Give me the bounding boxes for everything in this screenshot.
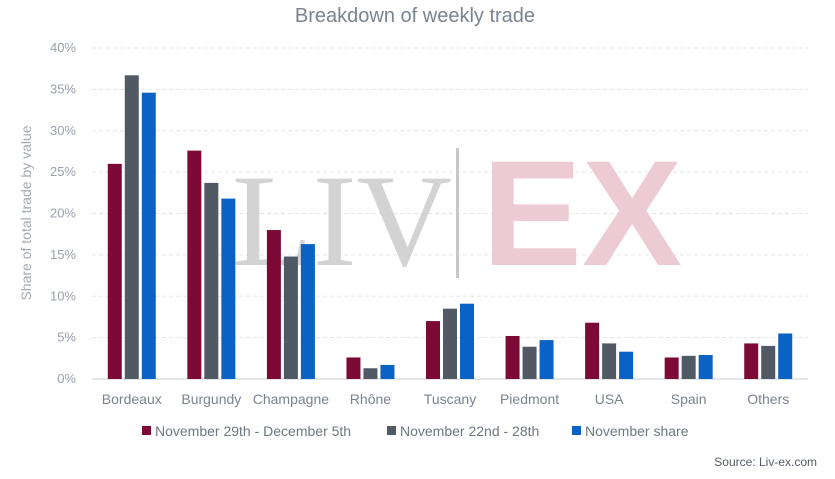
legend-swatch	[387, 426, 396, 435]
bar	[187, 150, 202, 379]
y-tick-label: 15%	[50, 247, 76, 262]
bar	[602, 343, 617, 379]
legend-swatch	[142, 426, 151, 435]
bar	[204, 182, 219, 379]
y-tick-label: 0%	[57, 371, 76, 386]
watermark: LIV EX	[232, 129, 682, 297]
bar	[443, 308, 457, 379]
y-axis-label: Share of total trade by value	[18, 125, 34, 300]
y-tick-label: 5%	[57, 330, 76, 345]
watermark-liv: LIV	[232, 147, 452, 294]
bar	[283, 256, 298, 379]
x-tick-label: Burgundy	[181, 391, 241, 407]
bar	[107, 163, 122, 379]
bar	[346, 357, 361, 379]
y-tick-label: 30%	[50, 123, 76, 138]
x-tick-label: Piedmont	[500, 391, 559, 407]
bar	[426, 321, 440, 379]
bar	[221, 198, 236, 379]
x-tick-label: Others	[747, 391, 789, 407]
bar	[300, 244, 315, 379]
bars	[107, 75, 793, 380]
bar	[681, 355, 696, 379]
legend-swatch	[572, 426, 581, 435]
y-tick-label: 40%	[50, 40, 76, 55]
bar	[778, 333, 793, 379]
bar	[363, 368, 378, 379]
bar	[761, 345, 776, 379]
x-tick-label: Spain	[671, 391, 707, 407]
legend-label: November 22nd - 28th	[400, 423, 539, 439]
bar	[460, 303, 474, 379]
y-tick-label: 25%	[50, 164, 76, 179]
bar	[585, 322, 600, 379]
chart-title: Breakdown of weekly trade	[295, 5, 535, 27]
legend-label: November 29th - December 5th	[155, 423, 351, 439]
x-axis-categories: Bordeaux Burgundy Champagne Rhône Tuscany Pie…	[102, 391, 789, 407]
y-tick-label: 20%	[50, 206, 76, 221]
legend-label: November share	[585, 423, 689, 439]
y-tick-label: 35%	[50, 81, 76, 96]
bar	[539, 340, 554, 379]
watermark-ex: EX	[482, 129, 682, 297]
bar	[380, 364, 395, 379]
x-tick-label: Bordeaux	[102, 391, 162, 407]
x-tick-label: Rhône	[350, 391, 391, 407]
bar	[266, 230, 281, 379]
bar	[619, 351, 634, 379]
x-tick-label: USA	[595, 391, 624, 407]
source-note: Source: Liv-ex.com	[714, 455, 817, 469]
watermark-divider	[456, 148, 459, 278]
bar	[124, 75, 139, 380]
bar	[141, 92, 156, 379]
bar	[744, 343, 759, 379]
y-tick-label: 10%	[50, 288, 76, 303]
bar	[698, 355, 713, 379]
bar	[522, 346, 537, 379]
bar	[505, 335, 520, 379]
legend: November 29th - December 5th November 22n…	[142, 423, 689, 439]
bar	[664, 357, 679, 379]
x-tick-label: Champagne	[253, 391, 329, 407]
y-axis-ticks: 0% 5% 10% 15% 20% 25% 30% 35% 40%	[50, 40, 76, 386]
x-tick-label: Tuscany	[424, 391, 476, 407]
